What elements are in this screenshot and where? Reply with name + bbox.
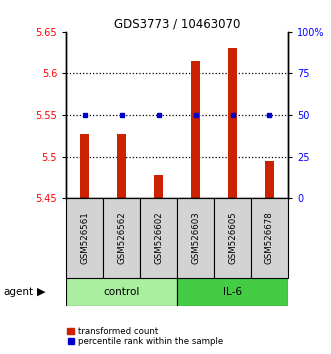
Text: GSM526603: GSM526603 (191, 212, 200, 264)
Bar (140, 198, 177, 278)
Bar (117, 134, 126, 198)
Bar (177, 278, 288, 306)
Bar (154, 175, 163, 198)
Text: GSM526562: GSM526562 (117, 212, 126, 264)
Bar (191, 61, 200, 198)
Bar (228, 48, 237, 198)
Bar (66, 198, 103, 278)
Text: control: control (104, 287, 140, 297)
Bar (251, 198, 288, 278)
Text: GSM526605: GSM526605 (228, 212, 237, 264)
Bar (177, 198, 214, 278)
Legend: transformed count, percentile rank within the sample: transformed count, percentile rank withi… (64, 323, 226, 350)
Text: ▶: ▶ (37, 287, 46, 297)
Text: GSM526602: GSM526602 (154, 212, 163, 264)
Bar (265, 161, 274, 198)
Text: agent: agent (3, 287, 33, 297)
Text: GSM526561: GSM526561 (80, 212, 89, 264)
Bar (66, 278, 177, 306)
Bar (214, 198, 251, 278)
Bar (80, 134, 89, 198)
Text: GSM526678: GSM526678 (265, 212, 274, 264)
Text: IL-6: IL-6 (223, 287, 242, 297)
Title: GDS3773 / 10463070: GDS3773 / 10463070 (114, 18, 240, 31)
Bar (103, 198, 140, 278)
